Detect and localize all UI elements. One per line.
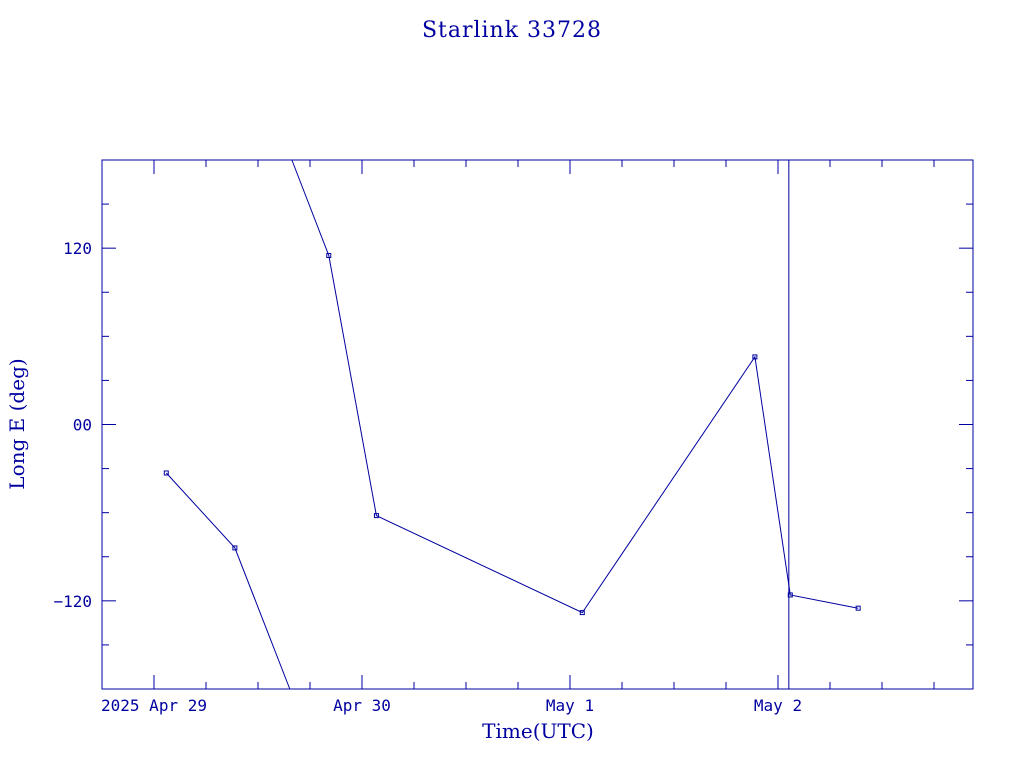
data-point <box>855 605 861 611</box>
series-line-segment <box>165 472 291 690</box>
data-point <box>232 545 238 551</box>
data-point <box>163 470 169 476</box>
data-point <box>579 610 585 616</box>
chart-title: Starlink 33728 <box>422 18 602 43</box>
data-point <box>326 253 332 259</box>
x-axis-label: Time(UTC) <box>482 719 594 743</box>
x-tick-label: May 2 <box>754 696 802 715</box>
x-tick-label: May 1 <box>546 696 594 715</box>
plot-frame <box>101 159 974 690</box>
data-point <box>787 592 793 598</box>
y-tick-label: 00 <box>73 416 92 435</box>
y-axis-label: Long E (deg) <box>5 358 29 489</box>
axis-ticks <box>101 160 973 689</box>
data-point <box>752 354 758 360</box>
y-tick-label: −120 <box>53 592 92 611</box>
y-tick-label: 120 <box>63 239 92 258</box>
x-tick-label: Apr 30 <box>333 696 391 715</box>
marker-group <box>163 253 861 616</box>
data-point <box>373 513 379 519</box>
axis-tick-labels: 2025 Apr 29 Apr 30 May 1 May 2 120 00 −120 <box>53 239 802 715</box>
series-line-segment <box>291 159 859 614</box>
series-group <box>165 159 859 690</box>
x-tick-label: 2025 Apr 29 <box>101 696 207 715</box>
